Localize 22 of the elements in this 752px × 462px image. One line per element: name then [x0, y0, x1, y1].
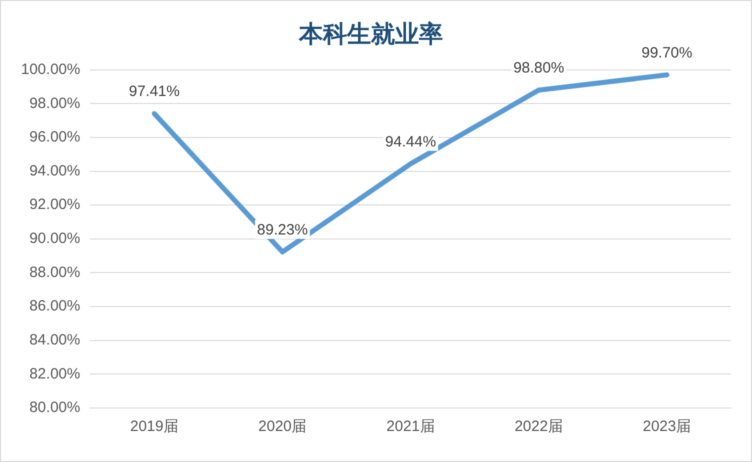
data-label: 98.80%: [513, 60, 564, 77]
data-label: 89.23%: [257, 222, 308, 239]
data-label: 99.70%: [641, 44, 692, 62]
x-tick-label: 2023届: [642, 418, 692, 436]
x-tick-label: 2019届: [130, 418, 178, 436]
x-tick-label: 2020届: [258, 418, 307, 436]
y-tick-label: 92.00%: [29, 196, 80, 214]
y-tick-label: 94.00%: [29, 162, 80, 180]
x-tick-label: 2021届: [386, 418, 435, 436]
y-tick-label: 96.00%: [29, 128, 80, 146]
y-tick-label: 100.00%: [21, 60, 80, 78]
y-tick-label: 84.00%: [29, 332, 80, 348]
data-label: 97.41%: [128, 83, 180, 100]
x-tick-label: 2022届: [514, 418, 563, 436]
data-label: 94.44%: [385, 133, 436, 150]
y-tick-label: 88.00%: [29, 264, 80, 281]
y-tick-label: 80.00%: [29, 399, 80, 416]
y-tick-label: 82.00%: [29, 365, 80, 382]
y-tick-label: 90.00%: [29, 230, 80, 248]
y-tick-label: 98.00%: [29, 94, 80, 112]
y-tick-label: 86.00%: [29, 298, 80, 315]
chart-title: 本科生就业率: [298, 21, 443, 48]
